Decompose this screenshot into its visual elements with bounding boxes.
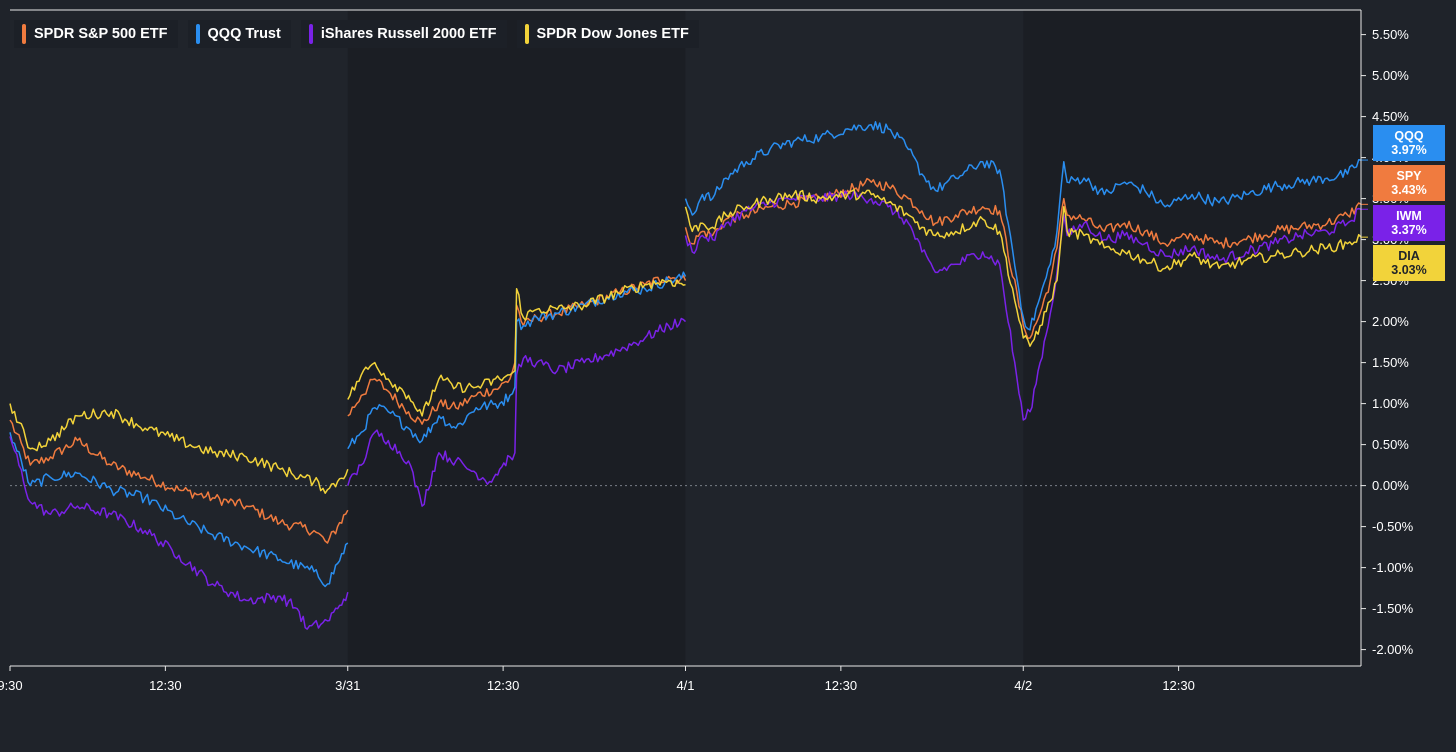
series-line-spy [9,419,349,544]
y-tick-label: 5.50% [1372,27,1409,42]
session-bands [10,10,1361,666]
series-line-qqq [9,432,349,588]
legend-swatch-qqq [195,24,200,44]
tag-ticker-qqq: QQQ [1394,129,1424,143]
legend-item-dia[interactable]: SPDR Dow Jones ETF [516,20,699,48]
x-tick-label: 4/2 [1014,678,1032,693]
x-tick-label: 4/1 [676,678,694,693]
tag-value-spy: 3.43% [1391,183,1427,197]
session-band [1023,10,1361,666]
last-value-tag-dia: DIA 3.03% [1373,245,1445,281]
legend-swatch-spy [22,24,26,44]
y-tick-label: 1.50% [1372,355,1409,370]
series-line-qqq [684,121,1362,331]
last-value-tag-iwm: IWM 3.37% [1373,205,1445,241]
y-tick-label: 5.00% [1372,68,1409,83]
y-tick-label: -0.50% [1372,519,1414,534]
legend-item-qqq[interactable]: QQQ Trust [187,20,291,48]
legend-label-iwm: iShares Russell 2000 ETF [320,26,497,42]
y-tick-label: 1.00% [1372,396,1409,411]
tag-value-iwm: 3.37% [1391,223,1427,237]
legend: SPDR S&P 500 ETF QQQ Trust iShares Russe… [14,20,699,48]
series-lines [9,121,1368,630]
series-line-dia [9,403,349,494]
legend-swatch-iwm [308,24,313,44]
last-value-tag-spy: SPY 3.43% [1373,165,1445,201]
y-tick-label: 0.00% [1372,478,1409,493]
legend-label-dia: SPDR Dow Jones ETF [536,26,689,42]
series-line-dia [684,188,1362,347]
session-band [10,10,348,666]
legend-swatch-dia [524,24,529,44]
y-tick-label: -1.50% [1372,601,1414,616]
tag-value-qqq: 3.97% [1391,143,1427,157]
legend-item-iwm[interactable]: iShares Russell 2000 ETF [300,20,507,48]
x-axis: 9:30 12:30 3/31 12:30 4/1 12:30 4/2 12:30 [0,666,1195,693]
x-tick-label: 12:30 [1162,678,1195,693]
tag-ticker-spy: SPY [1396,169,1422,183]
last-value-tag-qqq: QQQ 3.97% [1373,125,1445,161]
x-tick-label: 12:30 [825,678,858,693]
y-tick-label: -2.00% [1372,642,1414,657]
y-tick-label: -1.00% [1372,560,1414,575]
y-axis: -2.00% -1.50% -1.00% -0.50% 0.00% 0.50% 1.00% 1… [1361,27,1414,657]
series-line-dia [347,278,686,417]
x-tick-label: 12:30 [149,678,182,693]
x-tick-label: 9:30 [0,678,23,693]
x-tick-label: 12:30 [487,678,520,693]
x-tick-label: 3/31 [335,678,360,693]
series-line-iwm [684,190,1362,421]
legend-label-spy: SPDR S&P 500 ETF [34,26,168,42]
series-line-iwm [9,436,349,630]
y-tick-label: 0.50% [1372,437,1409,452]
tag-value-dia: 3.03% [1391,263,1427,277]
tag-ticker-dia: DIA [1398,249,1420,263]
session-band [685,10,1024,666]
legend-label-qqq: QQQ Trust [207,26,281,42]
y-tick-label: 2.00% [1372,314,1409,329]
tag-ticker-iwm: IWM [1396,209,1422,223]
series-line-iwm [347,317,687,507]
legend-item-spy[interactable]: SPDR S&P 500 ETF [14,20,178,48]
y-tick-label: 4.50% [1372,109,1409,124]
